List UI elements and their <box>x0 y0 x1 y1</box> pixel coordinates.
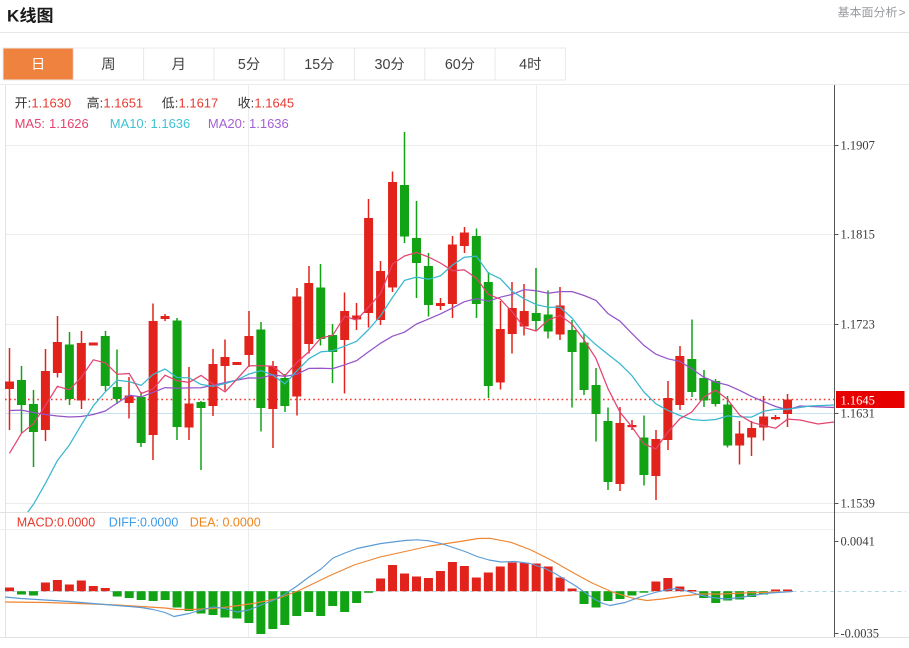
svg-text:1.1723: 1.1723 <box>841 318 875 332</box>
svg-text:MA10:: MA10: <box>110 116 148 131</box>
svg-text:>: > <box>899 6 906 20</box>
svg-text:1.1631: 1.1631 <box>841 407 875 421</box>
svg-text:30: 30 <box>375 57 391 73</box>
svg-text::: : <box>28 96 32 111</box>
svg-text:MA5:: MA5: <box>15 116 45 131</box>
svg-text:1.1645: 1.1645 <box>841 393 875 407</box>
svg-text:-0.0035: -0.0035 <box>841 627 880 641</box>
svg-text:1.1815: 1.1815 <box>841 228 875 242</box>
svg-text::: : <box>251 96 255 111</box>
svg-text:1.1651: 1.1651 <box>103 96 143 111</box>
svg-text:DIFF:0.0000: DIFF:0.0000 <box>109 516 179 530</box>
svg-text:1.1630: 1.1630 <box>31 96 71 111</box>
svg-text:5: 5 <box>238 57 246 73</box>
svg-text:4: 4 <box>519 57 527 73</box>
svg-text:1.1636: 1.1636 <box>151 116 191 131</box>
svg-text:1.1617: 1.1617 <box>179 96 219 111</box>
svg-text:MA20:: MA20: <box>208 116 246 131</box>
svg-text:60: 60 <box>445 57 461 73</box>
svg-text:1.1645: 1.1645 <box>254 96 294 111</box>
svg-text:1.1636: 1.1636 <box>249 116 289 131</box>
svg-text::: : <box>175 96 179 111</box>
svg-text:1.1907: 1.1907 <box>841 139 875 153</box>
svg-text:15: 15 <box>304 57 320 73</box>
svg-text::: : <box>100 96 104 111</box>
svg-text:DEA: 0.0000: DEA: 0.0000 <box>190 516 261 530</box>
svg-text:K: K <box>7 7 20 26</box>
svg-text:1.1626: 1.1626 <box>49 116 89 131</box>
svg-text:0.0041: 0.0041 <box>841 535 875 549</box>
svg-text:1.1539: 1.1539 <box>841 497 875 511</box>
svg-text:MACD:0.0000: MACD:0.0000 <box>17 516 96 530</box>
